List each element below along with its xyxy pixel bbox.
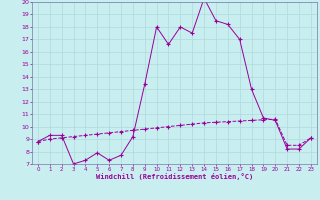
X-axis label: Windchill (Refroidissement éolien,°C): Windchill (Refroidissement éolien,°C) <box>96 173 253 180</box>
